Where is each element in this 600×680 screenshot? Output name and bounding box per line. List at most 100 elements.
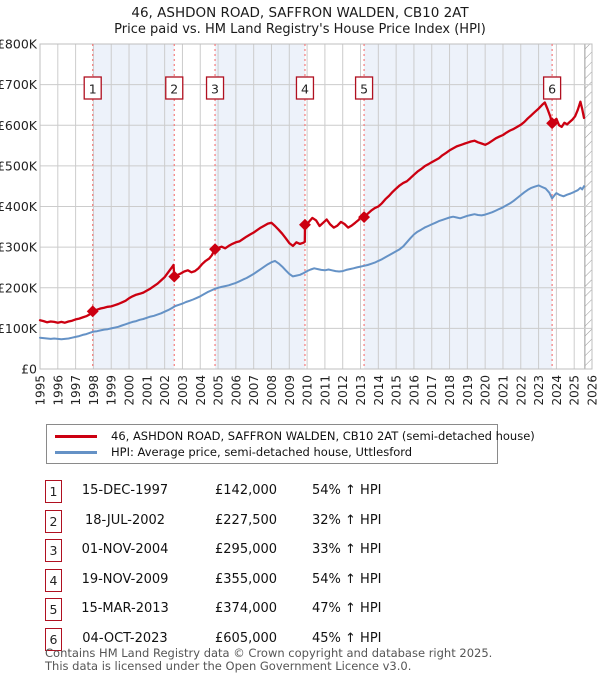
y-axis-tick-label: £300K [0,240,38,255]
footer-line-1: Contains HM Land Registry data © Crown c… [45,646,493,660]
sale-number-chart-label: 1 [89,82,97,97]
licence-footer: Contains HM Land Registry data © Crown c… [45,647,585,672]
y-axis-tick-label: £700K [0,77,38,92]
x-axis-tick-label: 2015 [390,375,404,406]
property-price-line [38,100,586,324]
sale-price: £142,000 [215,483,278,498]
sale-vs-hpi: 54% ↑ HPI [312,483,382,498]
x-axis-tick-label: 2014 [372,375,386,406]
x-axis-tick-label: 2019 [461,375,475,406]
y-axis-tick-label: £0 [21,362,37,377]
legend-label-hpi: HPI: Average price, semi-detached house,… [111,445,413,459]
sale-number-chart-label: 2 [170,82,178,97]
x-axis-tick-label: 2002 [158,375,172,406]
sale-vs-hpi: 47% ↑ HPI [312,601,382,616]
x-axis-tick-label: 2008 [265,375,279,406]
x-axis-tick-label: 2001 [140,375,154,406]
sale-date: 15-MAR-2013 [81,601,169,616]
x-axis-tick-label: 2024 [550,375,564,406]
x-axis-tick-label: 2021 [496,375,510,406]
sale-number-badge: 3 [45,539,62,562]
x-axis-tick-label: 2012 [336,375,350,406]
y-axis-tick-label: £600K [0,118,38,133]
sale-vs-hpi: 33% ↑ HPI [312,542,382,557]
x-axis-tick-label: 1997 [69,375,83,406]
sale-date: 01-NOV-2004 [81,542,169,557]
x-axis-tick-label: 2018 [443,375,457,406]
sale-price: £295,000 [215,542,278,557]
y-axis-tick-label: £100K [0,321,38,336]
sale-price: £605,000 [215,630,278,646]
x-axis-tick-label: 2003 [176,375,190,406]
y-axis-tick-label: £500K [0,158,38,173]
x-axis-tick-label: 2004 [194,375,208,406]
y-axis-tick-label: £800K [0,37,38,52]
x-axis-tick-label: 2011 [318,375,332,406]
x-axis-tick-label: 2020 [479,375,493,406]
y-axis-tick-label: £400K [0,199,38,214]
legend-label-property: 46, ASHDON ROAD, SAFFRON WALDEN, CB10 2A… [111,429,535,443]
sale-row-2: 2 18-JUL-2002 £227,500 32% ↑ HPI [0,509,600,534]
sale-number-chart-badge [83,76,102,100]
x-axis-tick-label: 2009 [283,375,297,406]
x-axis-tick-label: 1998 [87,375,101,406]
sale-number-chart-label: 3 [211,82,219,97]
x-axis-tick-label: 2010 [301,375,315,406]
sale-number-badge: 1 [45,480,62,503]
page-title: 46, ASHDON ROAD, SAFFRON WALDEN, CB10 2A… [131,5,469,21]
legend-item-property: 46, ASHDON ROAD, SAFFRON WALDEN, CB10 2A… [47,428,535,444]
sale-date: 04-OCT-2023 [82,630,168,646]
page-subtitle: Price paid vs. HM Land Registry's House … [114,22,486,37]
hpi-line-swatch [55,450,97,454]
x-axis-tick-label: 2023 [532,375,546,406]
price-history-chart: £0 £100K £200K £300K £400K £500K £600K £700K £80… [0,37,600,406]
sale-number-badge: 2 [45,509,62,533]
x-axis-tick-label: 2022 [514,375,528,406]
sale-row-5: 5 15-MAR-2013 £374,000 47% ↑ HPI [0,598,600,622]
sale-date: 19-NOV-2009 [81,571,169,587]
x-axis-tick-label: 2025 [568,375,582,406]
chart-legend: 46, ASHDON ROAD, SAFFRON WALDEN, CB10 2A… [46,424,535,464]
sale-number-badge: 5 [45,598,62,621]
sale-number-chart-badge [205,76,225,100]
x-axis-tick-label: 2026 [586,375,600,406]
sale-vs-hpi: 54% ↑ HPI [312,571,382,587]
sale-number-chart-label: 4 [301,82,309,97]
sale-number-badge: 4 [45,568,62,592]
sale-number-chart-badge [295,76,315,100]
x-axis-tick-label: 2017 [425,375,439,406]
sale-number-badge: 6 [45,627,62,651]
y-axis-tick-label: £200K [0,280,38,295]
sale-price: £355,000 [215,571,278,587]
property-line-swatch [55,434,97,438]
sale-date: 15-DEC-1997 [81,483,169,498]
sale-vs-hpi: 32% ↑ HPI [312,512,382,528]
sale-vs-hpi: 45% ↑ HPI [312,630,382,646]
sale-number-chart-label: 5 [360,82,368,97]
sale-number-chart-badge [165,76,184,100]
footer-line-2: This data is licensed under the Open Gov… [45,658,412,673]
x-axis-tick-label: 1995 [34,375,48,406]
x-axis-tick-label: 1999 [105,375,119,406]
sale-number-chart-badge [354,76,374,100]
x-axis-tick-label: 2005 [212,375,226,406]
x-axis-tick-label: 2013 [354,375,368,406]
sale-number-chart-label: 6 [548,82,556,97]
sale-price: £227,500 [215,512,278,528]
legend-item-hpi: HPI: Average price, semi-detached house,… [47,444,497,460]
hpi-average-line [39,184,585,341]
x-axis-tick-label: 1996 [51,375,65,406]
x-axis-tick-label: 2016 [407,375,421,406]
x-axis-tick-label: 2006 [229,375,243,406]
x-axis-tick-label: 2007 [247,375,261,406]
sale-row-3: 3 01-NOV-2004 £295,000 33% ↑ HPI [0,539,600,563]
sale-date: 18-JUL-2002 [84,512,166,528]
x-axis-tick-label: 2000 [123,375,137,406]
sale-row-6: 6 04-OCT-2023 £605,000 45% ↑ HPI [0,627,600,652]
sale-row-1: 1 15-DEC-1997 £142,000 54% ↑ HPI [0,480,600,504]
sale-number-chart-badge [542,76,562,100]
sale-row-4: 4 19-NOV-2009 £355,000 54% ↑ HPI [0,568,600,593]
plot-border [39,43,593,370]
sale-price: £374,000 [215,601,278,616]
